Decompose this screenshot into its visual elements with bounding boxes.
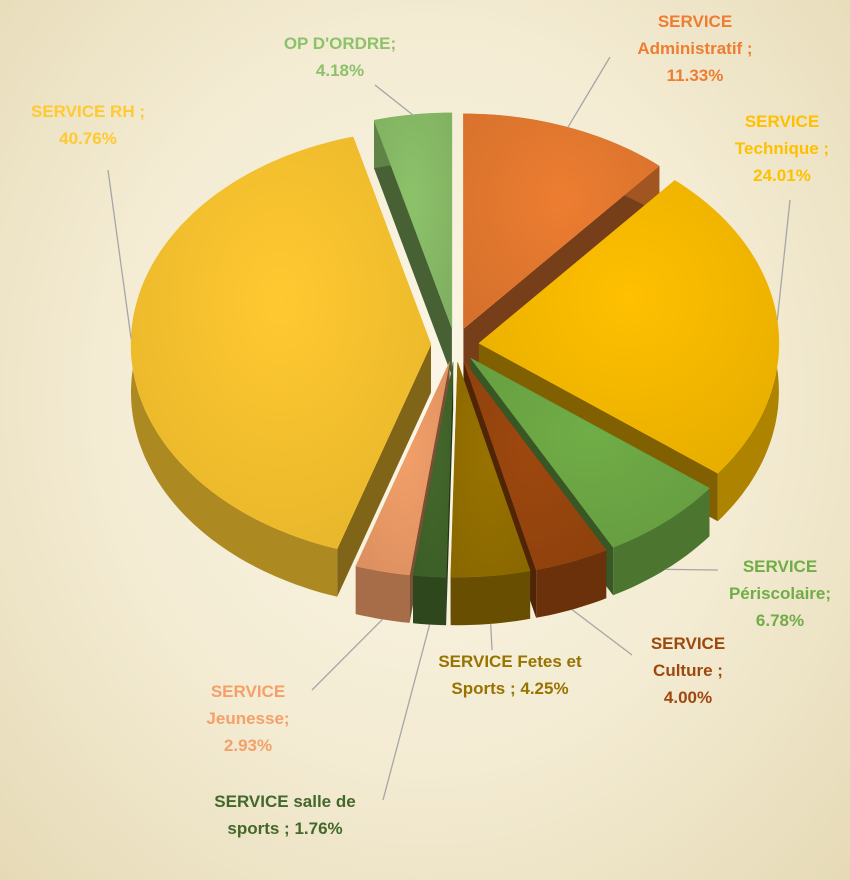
value-label: 4.18% [315, 61, 365, 80]
slice-side [613, 488, 710, 596]
leader-line [567, 56, 611, 128]
data-label: SERVICE RH ; 40.76% [3, 98, 173, 152]
slice-side [413, 575, 447, 626]
data-label: SERVICE Administratif ; 11.33% [610, 8, 780, 89]
leader-line [571, 609, 633, 656]
category-label: SERVICE Périscolaire; [728, 557, 832, 603]
slice-side [355, 566, 410, 623]
slice-edge [374, 120, 452, 376]
leader-line [665, 568, 719, 571]
category-label: OP D'ORDRE; [283, 34, 397, 53]
category-label: SERVICE RH ; [31, 102, 145, 121]
value-label: 4.25% [520, 679, 569, 698]
category-label: SERVICE Technique ; [734, 112, 830, 158]
leader-line [776, 199, 791, 321]
value-label: 40.76% [59, 129, 117, 148]
data-label: SERVICE Périscolaire; 6.78% [710, 553, 850, 634]
slice-edge [446, 362, 454, 626]
slice [130, 136, 432, 549]
slice-side [536, 550, 607, 618]
slice [478, 180, 780, 474]
slice [463, 360, 607, 571]
data-label: SERVICE salle de sports ; 1.76% [200, 788, 370, 842]
data-label: SERVICE Culture ; 4.00% [628, 630, 748, 711]
category-label: SERVICE Jeunesse; [206, 682, 290, 728]
slice-side [450, 570, 531, 626]
value-label: 6.78% [755, 611, 805, 630]
category-label: SERVICE Culture ; [650, 634, 726, 680]
slice-edge [337, 344, 431, 597]
value-label: 11.33% [666, 66, 724, 85]
slice [463, 113, 660, 330]
slice [412, 362, 454, 578]
data-label: OP D'ORDRE; 4.18% [260, 30, 420, 84]
leader-line [382, 624, 431, 801]
leader-line [374, 84, 414, 116]
leader-line [107, 169, 132, 339]
category-label: SERVICE Fetes et Sports ; [438, 652, 582, 698]
value-label: 24.01% [753, 166, 811, 185]
value-label: 1.76% [294, 819, 343, 838]
leader-line [311, 618, 383, 691]
data-label: SERVICE Technique ; 24.01% [712, 108, 850, 189]
value-label: 2.93% [223, 736, 273, 755]
data-label: SERVICE Fetes et Sports ; 4.25% [425, 648, 595, 702]
leader-line [490, 623, 493, 651]
slice [470, 357, 710, 548]
data-label: SERVICE Jeunesse; 2.93% [193, 678, 303, 759]
value-label: 4.00% [663, 688, 713, 707]
category-label: SERVICE Administratif ; [637, 12, 753, 58]
slice [450, 362, 531, 578]
slice [355, 361, 450, 576]
category-label: SERVICE salle de sports ; [214, 792, 356, 838]
